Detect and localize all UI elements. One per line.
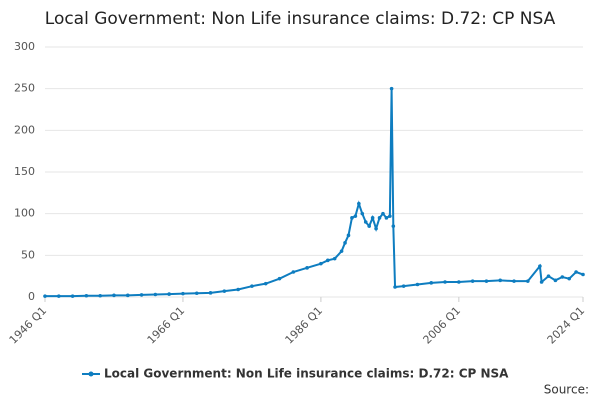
point (567, 276, 572, 281)
point (332, 256, 337, 261)
point (429, 281, 434, 285)
y-tick-label: 250 (14, 82, 35, 95)
point (84, 293, 89, 298)
point (343, 241, 347, 245)
point (305, 266, 309, 270)
y-tick-label: 100 (14, 207, 35, 220)
point (370, 216, 375, 220)
x-tick-label: 1946 Q1 (7, 304, 50, 347)
point (384, 216, 389, 220)
y-tick-label: 300 (14, 40, 35, 53)
point (222, 289, 227, 293)
point (526, 279, 530, 283)
point (350, 216, 354, 220)
point (484, 279, 489, 283)
point (360, 211, 365, 216)
point (277, 276, 282, 281)
point (139, 293, 144, 297)
source-label: Source: (544, 383, 589, 397)
point (363, 220, 368, 224)
point (512, 279, 516, 283)
point (70, 294, 75, 298)
point (319, 261, 323, 266)
point (391, 224, 396, 228)
point (389, 86, 394, 91)
point (377, 216, 382, 220)
point (415, 282, 420, 287)
point (167, 292, 171, 296)
x-tick-label: 2024 Q1 (545, 304, 588, 347)
point (470, 279, 475, 283)
point (353, 214, 358, 218)
point (498, 278, 503, 283)
point (401, 284, 406, 288)
point (553, 278, 558, 283)
x-tick-label: 2006 Q1 (421, 304, 464, 347)
series-line (45, 88, 584, 298)
point (374, 226, 378, 231)
y-tick-label: 50 (21, 248, 35, 261)
point (381, 211, 385, 216)
point (574, 270, 578, 274)
point (325, 258, 330, 263)
point (153, 292, 158, 297)
legend-symbol-dot (88, 371, 94, 377)
point (339, 249, 344, 253)
point (112, 293, 116, 298)
point (357, 201, 361, 206)
point (43, 294, 47, 298)
point (538, 264, 542, 268)
point (560, 275, 565, 279)
point (125, 293, 130, 298)
point (263, 281, 268, 286)
point (546, 274, 551, 278)
legend-label: Local Government: Non Life insurance cla… (104, 367, 509, 381)
y-tick-label: 0 (28, 290, 35, 303)
y-tick-label: 200 (14, 123, 35, 136)
point (56, 294, 61, 298)
point (194, 291, 199, 296)
point (208, 291, 213, 295)
point (443, 280, 447, 284)
chart-title: Local Government: Non Life insurance cla… (45, 9, 556, 29)
point (291, 270, 296, 274)
y-tick-label: 150 (14, 165, 35, 178)
point (367, 224, 371, 228)
point (250, 284, 254, 288)
point (457, 280, 461, 284)
point (98, 293, 102, 298)
point (236, 287, 240, 292)
x-tick-label: 1966 Q1 (145, 304, 188, 347)
point (581, 272, 585, 277)
x-tick-label: 1986 Q1 (283, 304, 326, 347)
point (539, 280, 544, 284)
point (346, 233, 351, 238)
point (388, 214, 392, 218)
point (393, 285, 397, 289)
point (181, 291, 185, 296)
